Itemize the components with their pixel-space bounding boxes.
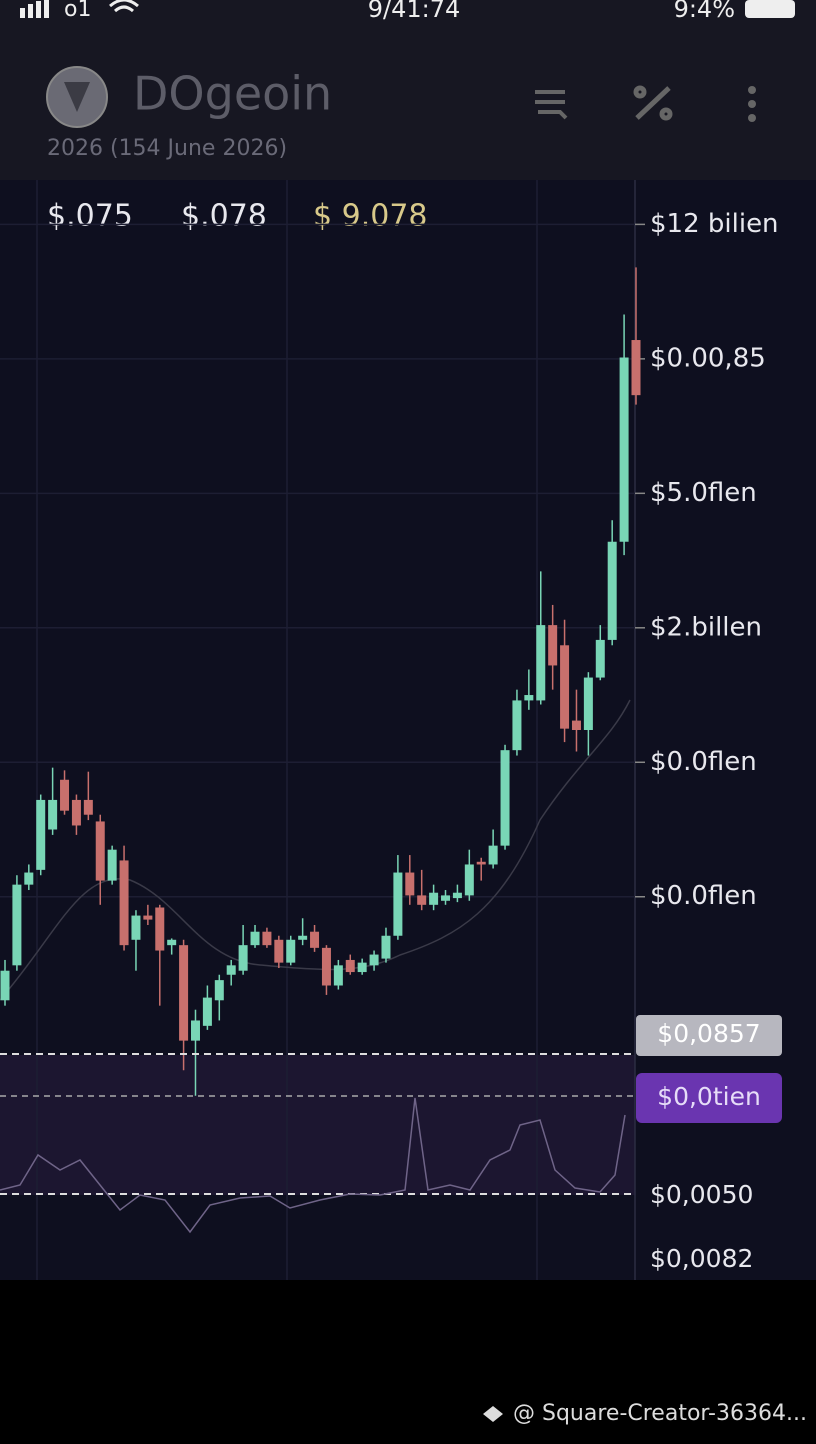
- candle-body: [536, 625, 546, 701]
- battery-icon: [745, 0, 795, 18]
- coin-subtitle: 2026 (154 June 2026): [47, 136, 287, 161]
- battery-level: 9:4%: [674, 0, 735, 23]
- candle-body: [381, 935, 391, 959]
- candle-body: [345, 959, 355, 973]
- y-tick-label: $5.0flen: [650, 478, 757, 508]
- candle-body: [286, 939, 296, 963]
- candle-body: [95, 821, 105, 881]
- percent-icon[interactable]: [633, 85, 673, 121]
- indicator-label: $0,0050: [650, 1180, 753, 1209]
- candle-body: [202, 997, 212, 1026]
- moving-average: [0, 699, 631, 1001]
- last-price-badge-label: $0,0857: [657, 1019, 760, 1048]
- y-tick-label: $0.00,85: [650, 343, 766, 373]
- candle-body: [405, 872, 415, 896]
- candle-body: [274, 939, 284, 963]
- y-tick-label: $0.0flen: [650, 881, 757, 911]
- candle-body: [476, 861, 486, 865]
- indicator-badge: [636, 1073, 782, 1123]
- footer-logo: [483, 1406, 503, 1422]
- candle-body: [571, 720, 581, 730]
- y-tick-label: $0.0flen: [650, 747, 757, 777]
- candle-body: [12, 884, 22, 966]
- candle-body: [143, 915, 153, 920]
- candle-body: [488, 845, 498, 865]
- candle-body: [631, 340, 641, 396]
- candle-body: [464, 864, 474, 896]
- indicator-badge-label: $0,0tien: [657, 1082, 761, 1111]
- candle-body: [24, 872, 34, 885]
- candle-body: [83, 799, 93, 815]
- candle-body: [0, 970, 10, 1001]
- y-tick-label: $2.billen: [650, 612, 762, 642]
- candle-body: [190, 1020, 200, 1041]
- candle-body: [36, 799, 46, 870]
- candle-body: [310, 931, 320, 948]
- indicator-label: $0,0082: [650, 1244, 753, 1273]
- candle-body: [452, 892, 462, 899]
- candle-body: [524, 695, 534, 701]
- carrier: o1: [64, 0, 91, 22]
- candle-body: [107, 849, 117, 881]
- signal-bars: [20, 0, 49, 18]
- candle-body: [441, 895, 451, 901]
- candle-body: [119, 860, 129, 946]
- indicator-pane: [0, 1055, 635, 1195]
- candle-body: [333, 965, 343, 986]
- candle-body: [607, 541, 617, 640]
- more-icon[interactable]: [748, 86, 756, 122]
- coin-logo-art: [64, 82, 90, 112]
- candle-body: [262, 931, 272, 946]
- grid: [0, 223, 645, 898]
- header-bg: [0, 0, 816, 180]
- coin-title: DOgeoin: [133, 67, 332, 121]
- indicator-path: [0, 1097, 626, 1234]
- candle-body: [583, 677, 593, 730]
- filter-icon[interactable]: [535, 90, 568, 120]
- footer-credit: @ Square-Creator-36364...: [513, 1401, 807, 1426]
- y-tick-label: $12 bilien: [650, 209, 779, 239]
- candle-body: [238, 945, 248, 971]
- candle-body: [357, 962, 367, 973]
- candle-body: [131, 915, 141, 940]
- candles: [0, 267, 641, 1096]
- candle-body: [48, 799, 58, 830]
- candle-body: [155, 907, 165, 951]
- candle-body: [393, 872, 403, 936]
- candle-body: [298, 935, 308, 940]
- candle-body: [179, 945, 189, 1041]
- candle-body: [500, 750, 510, 846]
- candle-body: [250, 931, 260, 946]
- candle-body: [560, 645, 570, 729]
- last-price-badge: [636, 1015, 782, 1056]
- candle-body: [214, 980, 224, 1001]
- price-high: $.078: [181, 199, 267, 234]
- candle-body: [226, 965, 236, 975]
- candle-body: [321, 947, 331, 986]
- candle-body: [369, 954, 379, 966]
- price-open: $.075: [47, 199, 133, 234]
- candle-body: [512, 700, 522, 751]
- clock: 9/41:74: [368, 0, 461, 23]
- candle-body: [548, 625, 558, 666]
- price-last: $ 9.078: [313, 199, 428, 234]
- candle-body: [167, 939, 177, 946]
- candle-body: [417, 895, 427, 905]
- candle-body: [595, 639, 605, 678]
- candle-body: [619, 357, 629, 542]
- candle-body: [60, 779, 70, 811]
- candle-body: [429, 892, 439, 905]
- candle-body: [71, 799, 81, 826]
- wifi-icon: [109, 0, 139, 13]
